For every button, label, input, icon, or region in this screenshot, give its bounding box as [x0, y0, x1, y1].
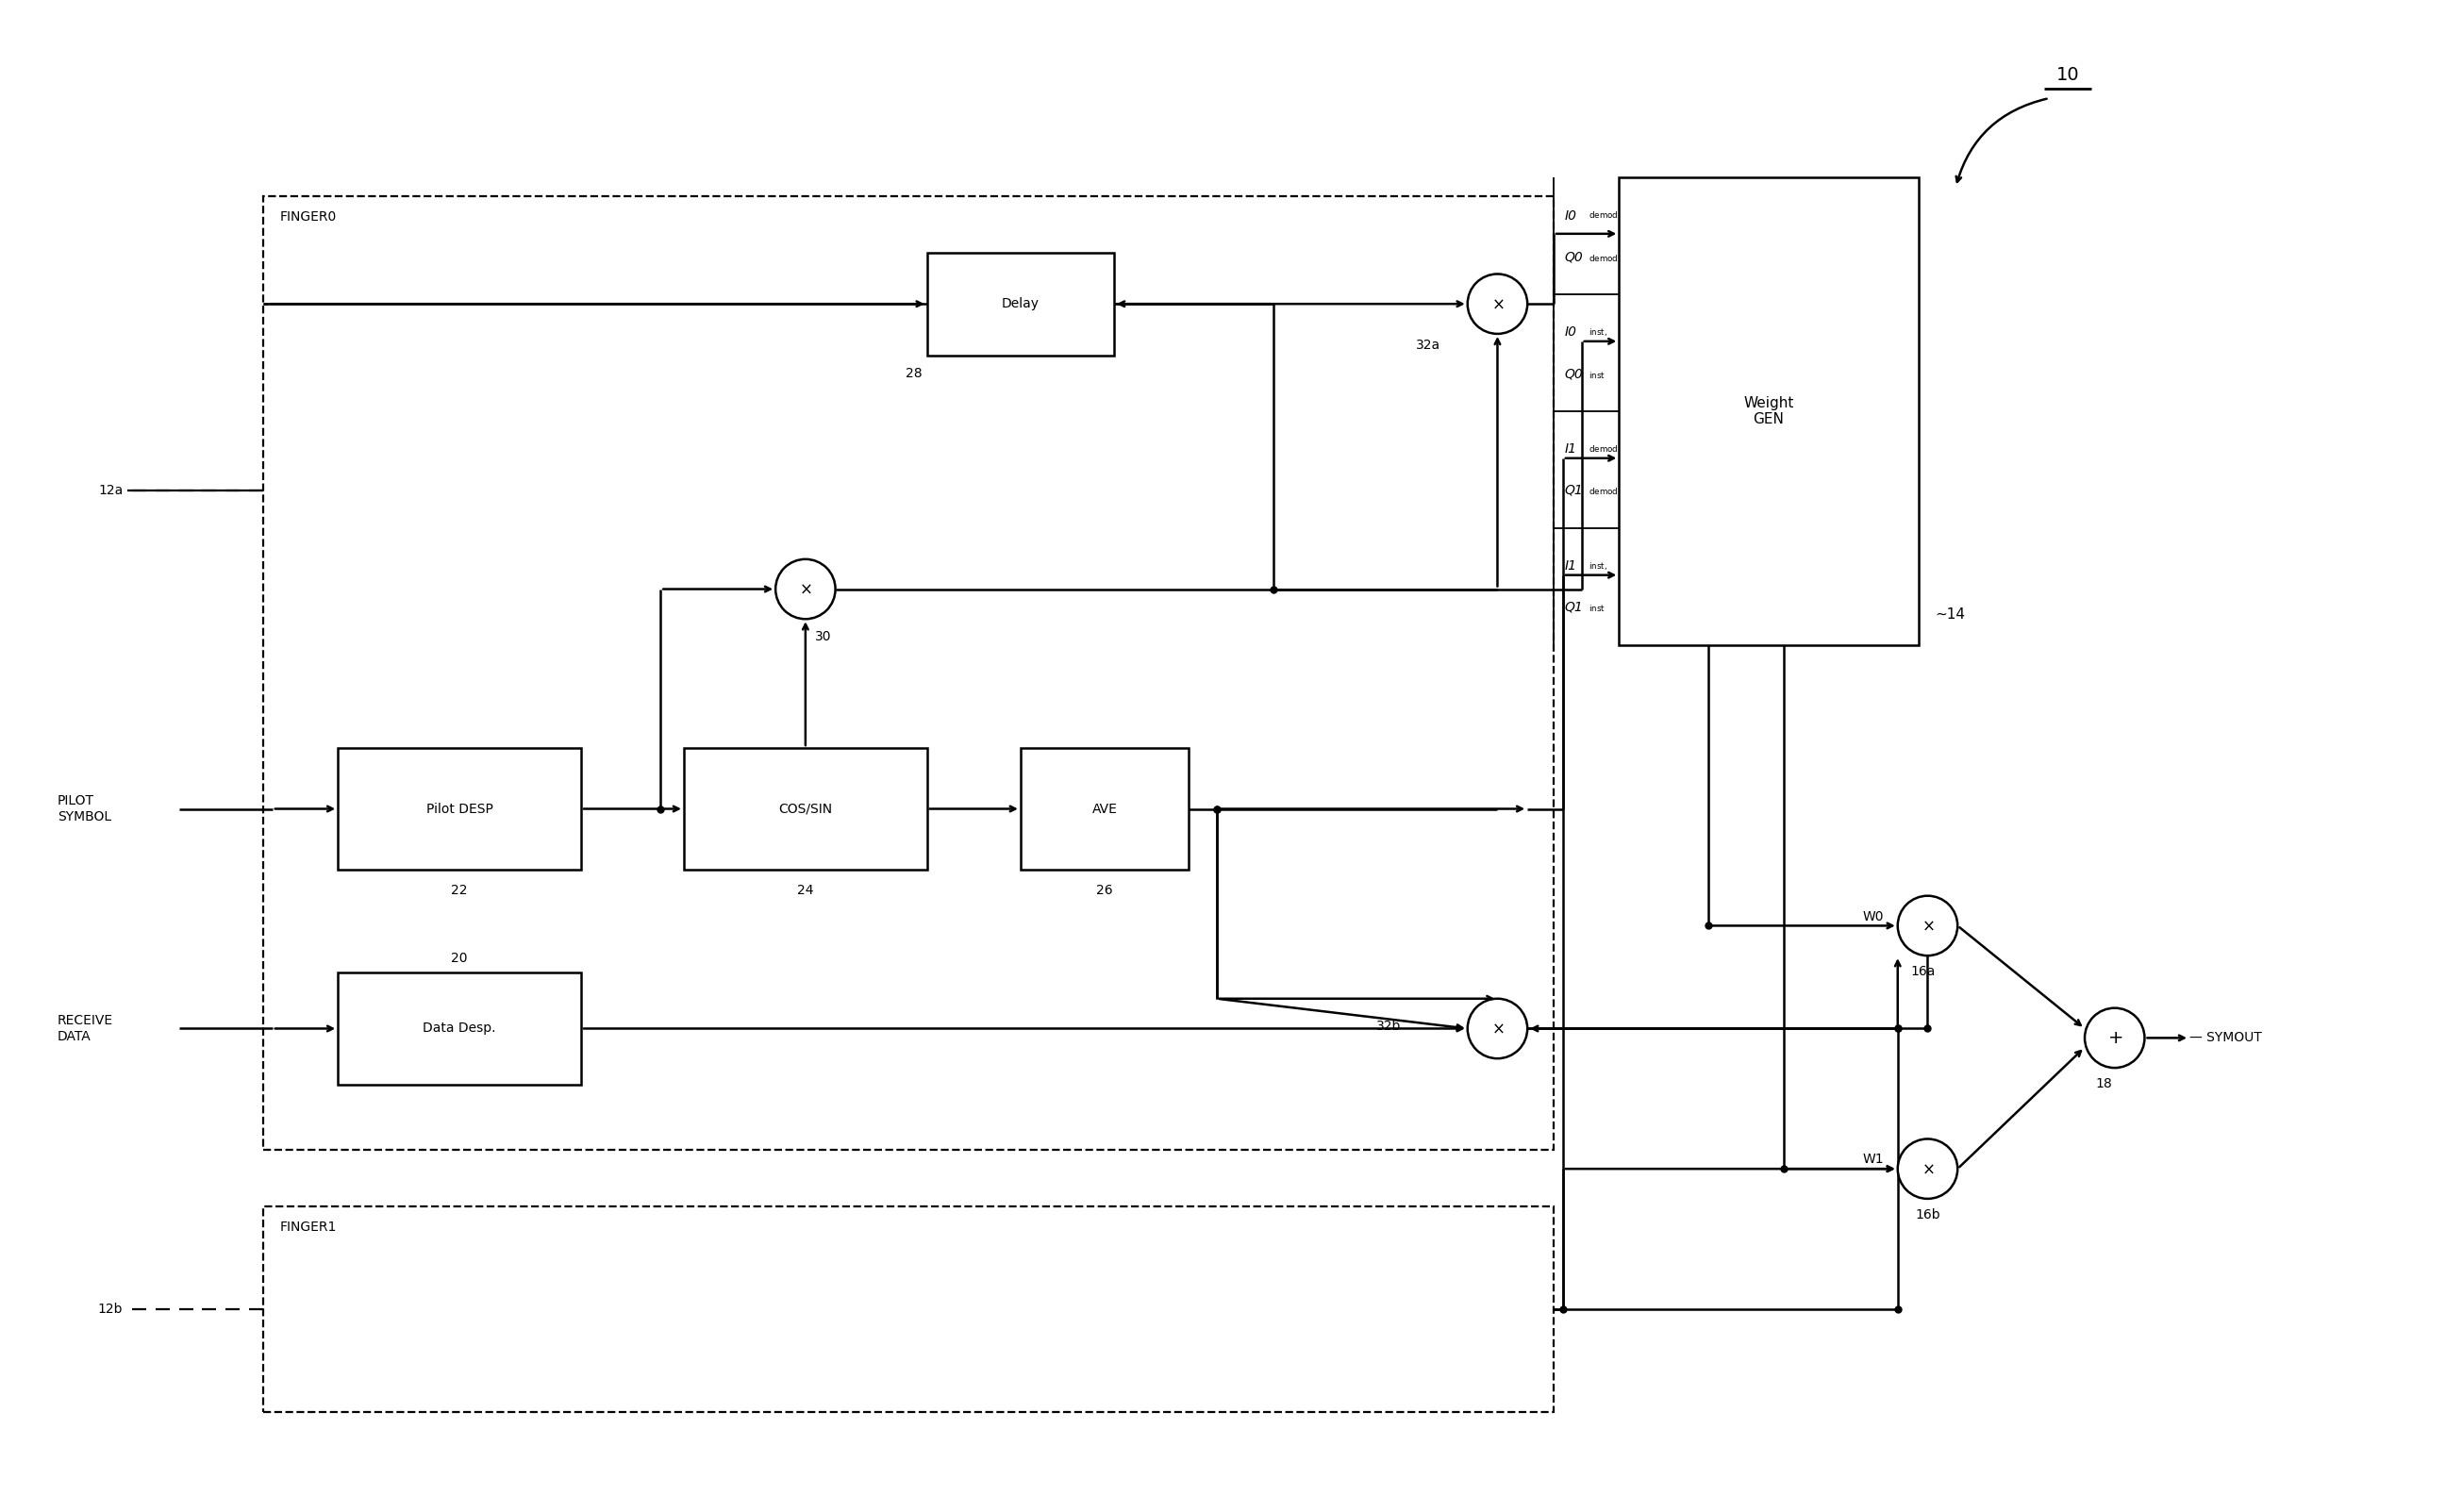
Text: 16b: 16b: [1915, 1208, 1940, 1222]
Text: I1: I1: [1565, 559, 1578, 573]
FancyBboxPatch shape: [338, 748, 582, 869]
Text: Q1: Q1: [1565, 600, 1583, 614]
Text: 32b: 32b: [1377, 1019, 1402, 1033]
Text: $\times$: $\times$: [1920, 918, 1935, 934]
FancyBboxPatch shape: [927, 253, 1113, 355]
Text: W0: W0: [1861, 910, 1883, 922]
Text: $_{\mathrm{inst}}$: $_{\mathrm{inst}}$: [1587, 602, 1605, 614]
Text: RECEIVE
DATA: RECEIVE DATA: [56, 1015, 113, 1043]
Text: $\times$: $\times$: [1920, 1160, 1935, 1178]
Text: 26: 26: [1096, 883, 1113, 897]
Text: $_{\mathrm{inst,}}$: $_{\mathrm{inst,}}$: [1587, 327, 1607, 339]
Text: $_{\mathrm{demod,}}$: $_{\mathrm{demod,}}$: [1587, 209, 1622, 222]
Circle shape: [1468, 998, 1526, 1058]
Text: $+$: $+$: [2106, 1030, 2123, 1046]
Text: Pilot DESP: Pilot DESP: [426, 803, 494, 815]
Text: 28: 28: [905, 366, 922, 380]
Text: Q0: Q0: [1565, 367, 1583, 380]
Text: 30: 30: [815, 631, 832, 644]
Text: 10: 10: [2057, 67, 2079, 83]
FancyBboxPatch shape: [1619, 178, 1918, 646]
Text: $_{\mathrm{demod}}$: $_{\mathrm{demod}}$: [1587, 251, 1619, 263]
FancyBboxPatch shape: [685, 748, 927, 869]
Text: I0: I0: [1565, 325, 1578, 339]
Text: 12a: 12a: [98, 484, 122, 497]
Text: Q0: Q0: [1565, 249, 1583, 263]
Text: ~14: ~14: [1935, 608, 1964, 621]
Circle shape: [1468, 274, 1526, 334]
Text: FINGER1: FINGER1: [279, 1220, 338, 1234]
Circle shape: [2084, 1009, 2145, 1067]
Text: Data Desp.: Data Desp.: [423, 1022, 497, 1036]
Text: $_{\mathrm{demod,}}$: $_{\mathrm{demod,}}$: [1587, 443, 1622, 455]
Text: COS/SIN: COS/SIN: [778, 803, 832, 815]
Text: $\times$: $\times$: [800, 581, 812, 597]
Text: 16a: 16a: [1910, 965, 1935, 978]
Text: $\times$: $\times$: [1492, 295, 1504, 313]
Text: AVE: AVE: [1091, 803, 1118, 815]
Text: $_{\mathrm{inst,}}$: $_{\mathrm{inst,}}$: [1587, 559, 1607, 573]
Text: PILOT
SYMBOL: PILOT SYMBOL: [56, 795, 110, 823]
FancyBboxPatch shape: [1020, 748, 1189, 869]
Circle shape: [775, 559, 837, 618]
Text: $_{\mathrm{demod}}$: $_{\mathrm{demod}}$: [1587, 484, 1619, 496]
Text: FINGER0: FINGER0: [279, 210, 338, 224]
Text: $_{\mathrm{inst}}$: $_{\mathrm{inst}}$: [1587, 367, 1605, 380]
Circle shape: [1898, 1139, 1957, 1199]
Text: 22: 22: [450, 883, 467, 897]
Circle shape: [1898, 895, 1957, 956]
Text: I0: I0: [1565, 209, 1578, 222]
Text: 32a: 32a: [1416, 339, 1441, 352]
Text: W1: W1: [1861, 1152, 1883, 1166]
FancyBboxPatch shape: [338, 972, 582, 1084]
Text: — SYMOUT: — SYMOUT: [2189, 1031, 2263, 1045]
Text: 12b: 12b: [98, 1302, 122, 1315]
Text: I1: I1: [1565, 443, 1578, 457]
Text: Weight
GEN: Weight GEN: [1744, 396, 1793, 426]
Text: 20: 20: [450, 951, 467, 965]
Text: 24: 24: [797, 883, 815, 897]
Text: $\times$: $\times$: [1492, 1021, 1504, 1037]
Text: 18: 18: [2096, 1077, 2111, 1090]
Text: Delay: Delay: [1003, 298, 1040, 310]
Text: Q1: Q1: [1565, 484, 1583, 497]
